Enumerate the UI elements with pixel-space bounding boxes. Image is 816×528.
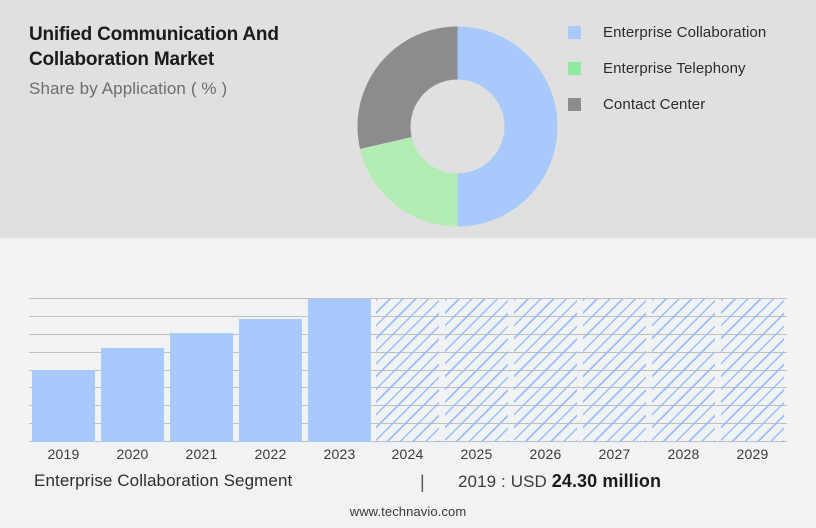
bar-actual[interactable] [101, 348, 164, 442]
bar-forecast[interactable] [652, 299, 715, 442]
x-axis-tick-label: 2025 [460, 446, 493, 462]
footer-divider: | [420, 472, 425, 492]
donut-slice[interactable] [360, 137, 458, 227]
legend-item-contact-center[interactable]: Contact Center [568, 86, 808, 122]
page-subtitle: Share by Application ( % ) [29, 79, 228, 98]
legend-item-label: Enterprise Collaboration [603, 23, 767, 41]
x-axis-tick-label: 2022 [254, 446, 287, 462]
bar-actual[interactable] [32, 370, 95, 442]
bar-forecast[interactable] [445, 299, 508, 442]
donut-chart-svg [357, 26, 558, 227]
segment-label: Enterprise Collaboration Segment [34, 471, 293, 490]
gridline [29, 298, 787, 299]
x-axis-tick-label: 2028 [667, 446, 700, 462]
legend-item-label: Contact Center [603, 95, 706, 113]
x-axis-tick-label: 2026 [529, 446, 562, 462]
footer: Enterprise Collaboration Segment | 2019 … [0, 470, 816, 528]
donut-slice[interactable] [357, 26, 458, 149]
bar-actual[interactable] [308, 299, 371, 442]
x-axis-tick-label: 2023 [323, 446, 356, 462]
segment-value: 2019 : USD 24.30 million [458, 471, 661, 492]
x-axis-tick-label: 2027 [598, 446, 631, 462]
legend-item-enterprise-telephony[interactable]: Enterprise Telephony [568, 50, 808, 86]
bar-forecast[interactable] [721, 299, 784, 442]
legend-swatch-icon [568, 97, 581, 111]
title-block: Unified Communication And Collaboration … [29, 22, 359, 99]
legend-swatch-icon [568, 61, 581, 75]
x-axis-tick-label: 2020 [116, 446, 149, 462]
bar-forecast[interactable] [376, 299, 439, 442]
x-axis-tick-label: 2021 [185, 446, 218, 462]
bar-actual[interactable] [170, 333, 233, 442]
legend-item-label: Enterprise Telephony [603, 59, 746, 77]
website-url: www.technavio.com [349, 504, 467, 519]
segment-value-amount: 24.30 million [551, 471, 662, 491]
x-axis-tick-label: 2019 [47, 446, 80, 462]
segment-value-prefix: 2019 : USD [458, 472, 552, 491]
donut-chart [357, 26, 558, 227]
legend-swatch-icon [568, 25, 581, 39]
legend: Enterprise Collaboration Enterprise Tele… [568, 14, 808, 122]
bar-actual[interactable] [239, 319, 302, 442]
x-axis-tick-label: 2029 [736, 446, 769, 462]
bar-forecast[interactable] [583, 299, 646, 442]
legend-item-enterprise-collaboration[interactable]: Enterprise Collaboration [568, 14, 808, 50]
footer-row: Enterprise Collaboration Segment | 2019 … [0, 470, 816, 500]
bar-chart-plot [29, 298, 787, 442]
donut-slices [357, 26, 558, 227]
bar-chart-section: 2019 2020 2021 2022 2023 2024 2025 2026 2027 2028… [0, 238, 816, 468]
donut-slice[interactable] [457, 26, 558, 227]
page-title: Unified Communication And Collaboration … [29, 24, 279, 70]
x-axis-tick-label: 2024 [391, 446, 424, 462]
bar-forecast[interactable] [514, 299, 577, 442]
bar-chart-x-axis: 2019 2020 2021 2022 2023 2024 2025 2026 2027 2028… [29, 446, 787, 468]
header-panel: Unified Communication And Collaboration … [0, 0, 816, 238]
